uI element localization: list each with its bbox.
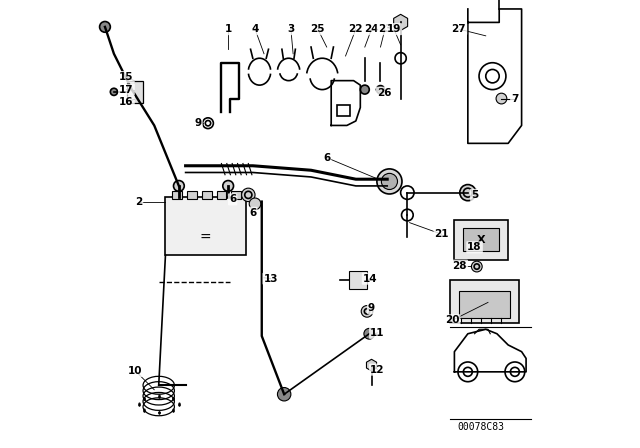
Polygon shape xyxy=(367,359,376,371)
Circle shape xyxy=(361,306,373,317)
Bar xyxy=(172,191,182,199)
Bar xyxy=(459,291,511,318)
Text: 16: 16 xyxy=(119,97,134,107)
Text: 18: 18 xyxy=(467,242,482,252)
Text: 28: 28 xyxy=(452,261,467,271)
Bar xyxy=(450,280,520,323)
Text: 23: 23 xyxy=(378,24,392,34)
Text: 12: 12 xyxy=(370,365,385,375)
Text: 26: 26 xyxy=(377,88,391,98)
Text: 6: 6 xyxy=(229,194,236,204)
Text: 6: 6 xyxy=(249,208,257,218)
Bar xyxy=(454,220,508,260)
Circle shape xyxy=(223,181,234,191)
Text: 10: 10 xyxy=(128,366,143,376)
Text: 11: 11 xyxy=(370,328,385,338)
Text: 6: 6 xyxy=(323,153,330,163)
Circle shape xyxy=(173,181,184,191)
Circle shape xyxy=(381,173,397,190)
Text: 21: 21 xyxy=(435,229,449,239)
Text: 15: 15 xyxy=(119,72,134,82)
Circle shape xyxy=(110,88,118,95)
Circle shape xyxy=(472,261,482,272)
Text: 9: 9 xyxy=(368,303,375,313)
Text: 13: 13 xyxy=(264,274,278,284)
Text: 00078C83: 00078C83 xyxy=(458,422,505,432)
Text: 27: 27 xyxy=(452,24,466,34)
Circle shape xyxy=(376,86,385,94)
Text: 14: 14 xyxy=(363,274,378,284)
Text: 17: 17 xyxy=(119,85,134,95)
Text: 5: 5 xyxy=(471,190,478,200)
Bar xyxy=(463,228,499,251)
Text: 1: 1 xyxy=(225,24,232,34)
Circle shape xyxy=(278,388,291,401)
Bar xyxy=(165,197,246,255)
Text: 25: 25 xyxy=(310,24,325,34)
Text: X: X xyxy=(477,235,486,245)
Text: 7: 7 xyxy=(511,94,518,103)
Bar xyxy=(337,105,351,116)
Circle shape xyxy=(496,93,507,104)
Circle shape xyxy=(242,188,255,202)
Circle shape xyxy=(249,198,261,210)
Circle shape xyxy=(360,85,369,94)
Text: 22: 22 xyxy=(349,24,363,34)
Bar xyxy=(216,191,227,199)
Text: 2: 2 xyxy=(135,197,142,207)
Bar xyxy=(127,81,143,103)
Text: =: = xyxy=(200,231,212,245)
Text: 9: 9 xyxy=(195,118,202,128)
Bar xyxy=(231,191,241,199)
Circle shape xyxy=(364,328,374,339)
Polygon shape xyxy=(394,14,408,30)
Bar xyxy=(187,191,197,199)
Text: 20: 20 xyxy=(445,315,460,325)
Text: 24: 24 xyxy=(364,24,379,34)
Text: 3: 3 xyxy=(287,24,294,34)
Circle shape xyxy=(460,185,476,201)
Circle shape xyxy=(100,22,110,32)
Bar xyxy=(202,191,212,199)
Text: 19: 19 xyxy=(387,24,401,34)
Text: 4: 4 xyxy=(252,24,259,34)
Circle shape xyxy=(377,169,402,194)
Bar xyxy=(349,271,367,289)
